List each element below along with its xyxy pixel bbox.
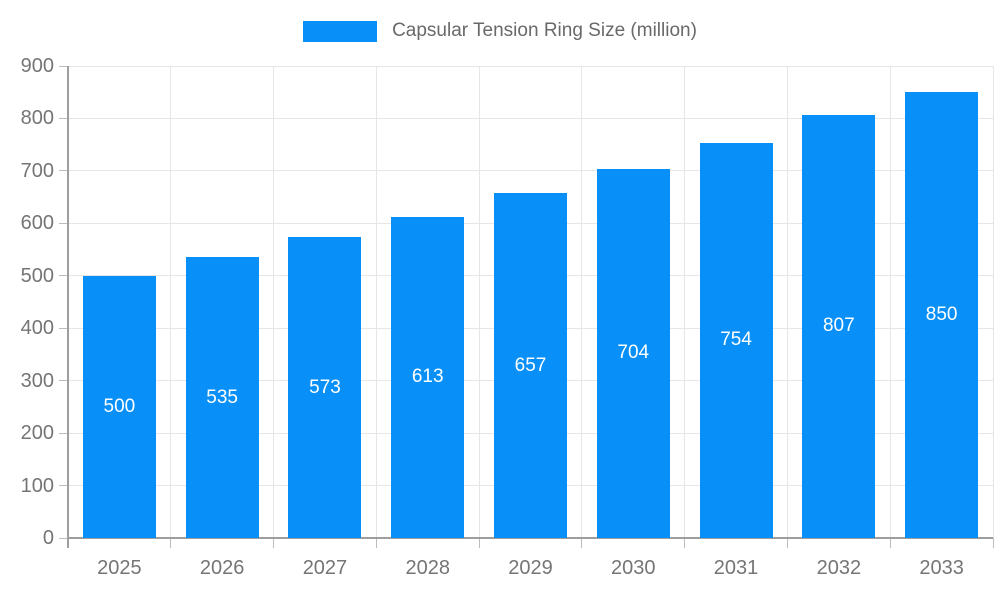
bar-value-label: 807 bbox=[822, 315, 855, 337]
bar-value-label: 573 bbox=[309, 376, 341, 398]
plot-area: 500 535 573 613 657 704 754 807 850 bbox=[59, 65, 994, 548]
x-axis-tick-label: 2027 bbox=[302, 557, 348, 579]
y-axis-tick bbox=[59, 380, 67, 382]
bar-2032[interactable]: 807 bbox=[802, 114, 876, 538]
legend-item[interactable]: Capsular Tension Ring Size (million) bbox=[303, 20, 697, 42]
x-axis-tick bbox=[375, 538, 377, 548]
x-axis-tick bbox=[684, 538, 686, 548]
x-axis-tick-label: 2031 bbox=[713, 557, 759, 579]
x-axis-tick-label: 2028 bbox=[405, 557, 450, 579]
x-axis-tick bbox=[786, 538, 788, 548]
gridline-vertical bbox=[581, 66, 583, 538]
x-axis-tick bbox=[889, 538, 891, 548]
gridline-horizontal bbox=[68, 65, 993, 67]
bar-2029[interactable]: 657 bbox=[494, 193, 567, 538]
legend-label: Capsular Tension Ring Size (million) bbox=[392, 20, 697, 41]
bar-value-label: 850 bbox=[925, 304, 958, 326]
y-axis-tick-label: 900 bbox=[20, 55, 54, 77]
y-axis-tick bbox=[59, 65, 67, 67]
gridline-horizontal bbox=[68, 117, 993, 119]
gridline-vertical bbox=[992, 66, 994, 538]
y-axis-line bbox=[67, 66, 69, 548]
x-axis-tick bbox=[581, 538, 583, 548]
bar-2030[interactable]: 704 bbox=[596, 168, 670, 538]
x-axis-tick-label: 2030 bbox=[611, 557, 656, 579]
y-axis-tick-label: 300 bbox=[20, 369, 54, 392]
y-axis-tick bbox=[59, 537, 67, 539]
x-axis-tick bbox=[273, 538, 275, 548]
y-axis-tick bbox=[59, 485, 67, 487]
y-axis-tick bbox=[59, 432, 67, 434]
y-axis-tick-label: 100 bbox=[20, 474, 54, 497]
bar-value-label: 754 bbox=[720, 329, 752, 351]
gridline-horizontal bbox=[68, 170, 993, 172]
x-axis-tick-label: 2025 bbox=[97, 557, 142, 579]
y-axis-tick bbox=[59, 275, 67, 277]
y-axis-tick-label: 500 bbox=[20, 264, 54, 287]
y-axis-tick-label: 700 bbox=[20, 159, 54, 182]
y-axis-tick bbox=[59, 327, 67, 329]
y-axis-tick bbox=[59, 117, 67, 119]
x-axis-tick-label: 2026 bbox=[199, 557, 245, 579]
y-axis-tick-label: 600 bbox=[20, 212, 54, 235]
y-axis-tick bbox=[59, 222, 67, 224]
x-axis-tick bbox=[170, 538, 172, 548]
legend: Capsular Tension Ring Size (million) bbox=[0, 20, 1000, 42]
x-axis-tick bbox=[992, 538, 994, 548]
gridline-vertical bbox=[786, 66, 788, 538]
bar-2027[interactable]: 573 bbox=[288, 237, 362, 538]
y-axis-tick-label: 400 bbox=[20, 317, 54, 340]
bar-value-label: 704 bbox=[617, 342, 650, 364]
x-axis-tick-label: 2033 bbox=[919, 557, 964, 579]
gridline-vertical bbox=[889, 66, 891, 538]
bar-2033[interactable]: 850 bbox=[905, 92, 979, 538]
bar-value-label: 613 bbox=[411, 366, 444, 388]
bar-2028[interactable]: 613 bbox=[391, 216, 465, 538]
bar-value-label: 535 bbox=[206, 386, 238, 408]
bar-2026[interactable]: 535 bbox=[185, 257, 259, 538]
legend-swatch-icon bbox=[303, 20, 378, 42]
bar-value-label: 500 bbox=[103, 395, 136, 417]
bar-2031[interactable]: 754 bbox=[699, 142, 773, 538]
gridline-vertical bbox=[478, 66, 480, 538]
y-axis-tick-label: 200 bbox=[20, 422, 54, 445]
bar-value-label: 657 bbox=[514, 354, 547, 376]
x-axis-tick-label: 2032 bbox=[816, 557, 862, 579]
y-axis-tick-label: 0 bbox=[42, 527, 54, 549]
x-axis-tick-label: 2029 bbox=[508, 557, 553, 579]
x-axis-line bbox=[68, 537, 993, 539]
bar-2025[interactable]: 500 bbox=[82, 275, 156, 538]
x-axis-tick bbox=[478, 538, 480, 548]
y-axis-tick-label: 800 bbox=[20, 107, 54, 130]
gridline-vertical bbox=[684, 66, 686, 538]
gridline-vertical bbox=[273, 66, 275, 538]
gridline-vertical bbox=[375, 66, 377, 538]
gridline-vertical bbox=[170, 66, 172, 538]
y-axis-tick bbox=[59, 170, 67, 172]
